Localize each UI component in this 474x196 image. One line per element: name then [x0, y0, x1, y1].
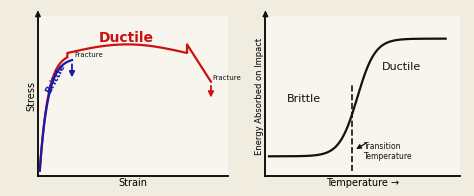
Y-axis label: Stress: Stress [27, 81, 36, 111]
Text: Ductile: Ductile [382, 62, 421, 72]
Y-axis label: Energy Absorbed on Impact: Energy Absorbed on Impact [255, 37, 264, 155]
Text: Fracture: Fracture [75, 52, 103, 58]
Text: Fracture: Fracture [212, 75, 241, 81]
X-axis label: Temperature →: Temperature → [326, 178, 399, 188]
Text: Brittle: Brittle [45, 62, 68, 95]
X-axis label: Strain: Strain [118, 178, 147, 188]
Text: Ductile: Ductile [99, 31, 154, 44]
Text: Transition
Temperature: Transition Temperature [365, 142, 413, 161]
Text: Brittle: Brittle [287, 94, 321, 104]
